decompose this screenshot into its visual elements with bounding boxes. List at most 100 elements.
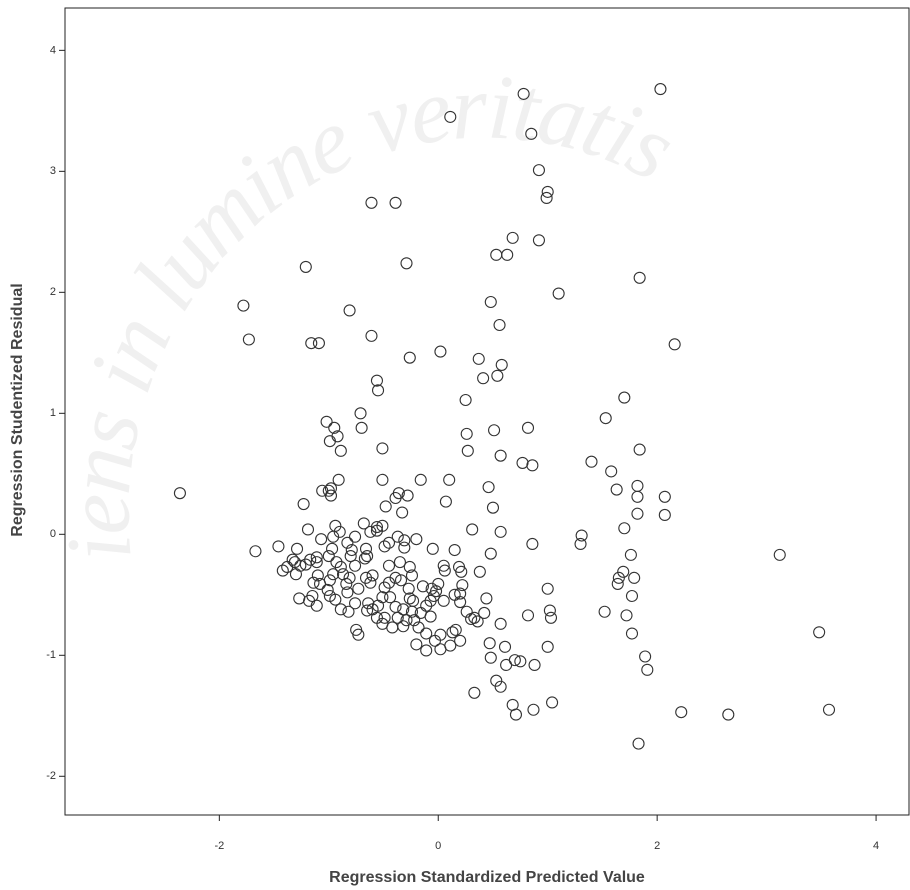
point: [320, 415, 333, 428]
point: [620, 609, 633, 622]
point: [822, 703, 836, 716]
point: [459, 393, 472, 407]
point: [370, 524, 383, 537]
point: [315, 533, 328, 546]
point: [376, 591, 389, 604]
point: [173, 487, 186, 500]
point: [541, 582, 554, 595]
point: [378, 611, 391, 624]
point: [326, 542, 339, 555]
point: [341, 536, 354, 549]
point: [379, 500, 392, 513]
point: [365, 196, 378, 209]
point: [618, 391, 631, 404]
point: [349, 559, 362, 572]
point: [617, 565, 630, 578]
point: [446, 626, 459, 639]
point: [382, 559, 396, 572]
point: [327, 530, 340, 543]
point: [414, 473, 427, 486]
point: [472, 352, 485, 365]
point: [389, 196, 402, 209]
point: [525, 127, 538, 140]
point: [289, 568, 303, 581]
point: [641, 663, 654, 676]
point: [424, 610, 437, 623]
point: [444, 110, 457, 123]
point: [323, 574, 336, 587]
point: [610, 483, 623, 496]
point: [611, 577, 624, 590]
point: [376, 473, 389, 486]
point: [448, 543, 461, 557]
point: [365, 329, 378, 342]
point: [541, 640, 554, 653]
point: [605, 465, 618, 478]
point: [328, 421, 341, 434]
point: [410, 533, 423, 546]
y-tick-label: -1: [46, 649, 56, 661]
point: [482, 481, 495, 494]
point: [384, 591, 397, 604]
point: [544, 611, 558, 624]
point: [484, 651, 497, 664]
point: [358, 552, 371, 565]
point: [378, 581, 391, 594]
point: [488, 424, 501, 437]
point: [382, 536, 396, 549]
point: [376, 442, 389, 455]
point: [364, 576, 377, 589]
point: [301, 523, 315, 536]
point: [420, 599, 433, 612]
point: [624, 548, 637, 561]
point: [628, 571, 641, 584]
point: [343, 304, 356, 317]
point: [532, 234, 545, 247]
point: [312, 337, 325, 350]
point: [402, 582, 415, 595]
point: [517, 87, 530, 100]
point: [354, 407, 367, 420]
point: [378, 540, 391, 553]
point: [434, 345, 447, 358]
point: [506, 231, 519, 244]
point: [675, 706, 688, 719]
point: [364, 525, 377, 538]
point: [370, 374, 383, 387]
point: [349, 597, 362, 610]
point: [322, 550, 335, 563]
point: [521, 609, 535, 622]
point: [546, 696, 559, 709]
point: [310, 599, 323, 612]
point: [420, 644, 433, 657]
point: [434, 628, 447, 641]
point: [408, 614, 421, 627]
point: [355, 421, 368, 434]
point: [425, 582, 438, 595]
point: [420, 627, 433, 640]
point: [352, 628, 365, 641]
point: [405, 569, 419, 582]
point: [439, 495, 452, 508]
point: [405, 605, 419, 618]
x-axis-title: Regression Standardized Predicted Value: [329, 869, 645, 886]
point: [410, 638, 423, 651]
point: [345, 543, 358, 557]
point: [341, 586, 354, 599]
point: [293, 592, 306, 605]
point: [272, 540, 285, 553]
point: [491, 369, 504, 382]
point: [493, 318, 506, 332]
point: [514, 655, 527, 668]
point: [237, 299, 250, 312]
point: [494, 680, 507, 693]
point: [625, 589, 639, 603]
point: [461, 444, 474, 457]
point: [575, 529, 588, 542]
point: [460, 427, 473, 440]
point: [495, 358, 508, 371]
point: [654, 83, 667, 96]
point: [456, 579, 469, 592]
point: [494, 617, 507, 630]
y-axis-title: Regression Studentized Residual: [9, 283, 26, 536]
